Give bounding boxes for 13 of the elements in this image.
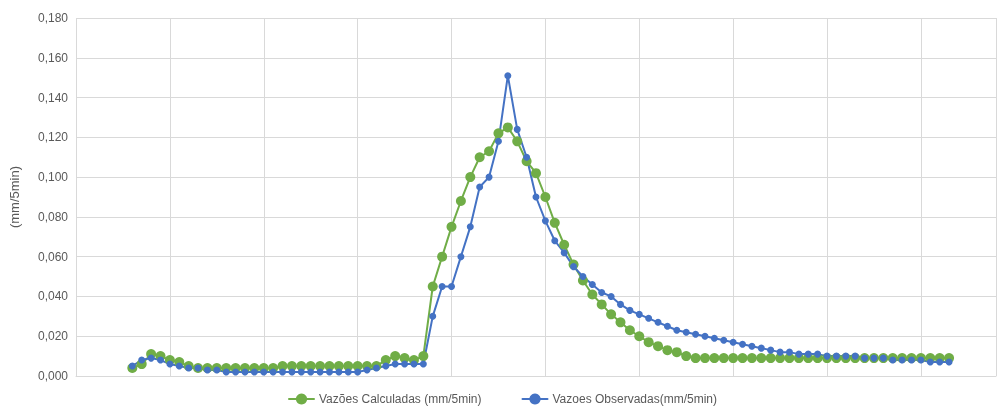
y-tick-label: 0,160	[37, 50, 69, 65]
y-tick-label: 0,000	[37, 369, 69, 383]
y-tick-label: 0,040	[37, 289, 69, 304]
y-tick-label: 0,180	[37, 11, 69, 25]
y-tick-label: 0,140	[37, 90, 69, 105]
legend-label: Vazões Calculadas (mm/5min)	[319, 392, 482, 406]
y-tick-label: 0,080	[37, 209, 69, 224]
y-axis-title: (mm/5min)	[7, 165, 22, 229]
y-tick-label: 0,120	[37, 130, 69, 145]
y-tick-label: 0,100	[37, 170, 69, 185]
y-tick-label: 0,020	[37, 329, 69, 344]
y-tick-label: 0,060	[37, 249, 69, 264]
legend-label: Vazoes Observadas(mm/5min)	[552, 392, 717, 406]
